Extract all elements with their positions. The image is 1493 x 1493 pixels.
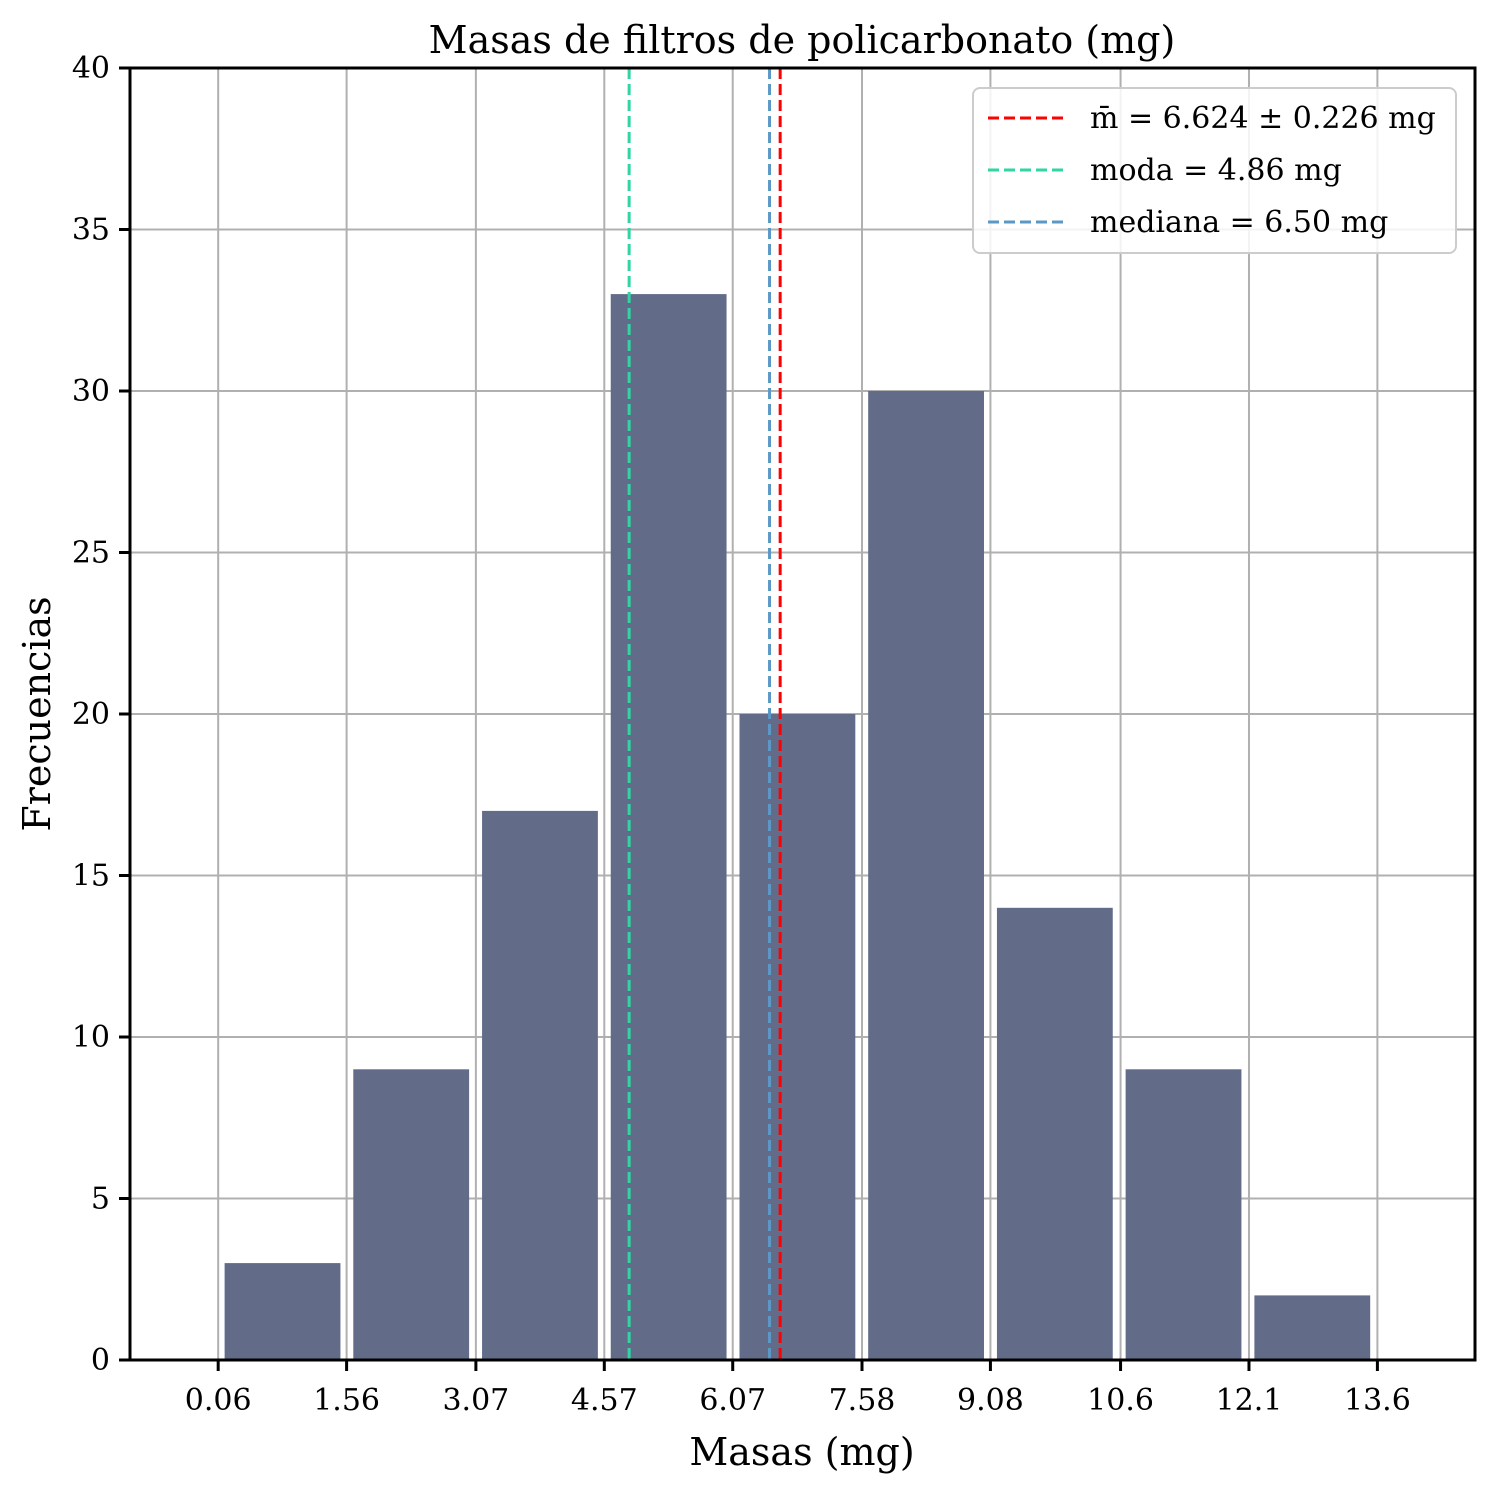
x-tick-label: 12.1	[1216, 1383, 1283, 1418]
legend: m̄ = 6.624 ± 0.226 mg moda = 4.86 mg media…	[972, 87, 1457, 254]
x-tick-label: 4.57	[571, 1383, 638, 1418]
histogram-bar	[996, 907, 1113, 1360]
bars	[224, 294, 1371, 1361]
x-tick-label: 6.07	[699, 1383, 766, 1418]
legend-label-median: mediana = 6.50 mg	[1090, 205, 1388, 240]
reference-lines	[627, 68, 782, 1360]
y-tick-label: 10	[72, 1020, 110, 1055]
y-tick-label: 30	[72, 374, 110, 409]
histogram-bar	[353, 1069, 470, 1360]
x-tick-label: 13.6	[1344, 1383, 1411, 1418]
histogram-bar	[868, 391, 984, 1360]
histogram-bar	[1125, 1069, 1242, 1360]
y-tick-label: 15	[72, 859, 110, 894]
legend-box	[972, 87, 1457, 254]
x-tick-label: 0.06	[185, 1383, 252, 1418]
x-tick-label: 3.07	[442, 1383, 509, 1418]
x-tick-label: 10.6	[1087, 1383, 1154, 1418]
histogram-bar	[1254, 1295, 1371, 1360]
legend-label-mean: m̄ = 6.624 ± 0.226 mg	[1090, 101, 1436, 136]
ticks: 0.06 1.56 3.07 4.57 6.07 7.58 9.08 10.6 12.1 13.6…	[72, 51, 1411, 1418]
y-tick-label: 20	[72, 697, 110, 732]
histogram-bar	[224, 1263, 341, 1360]
x-axis-label: Masas (mg)	[689, 1430, 914, 1474]
histogram-bar	[739, 714, 856, 1360]
y-tick-label: 40	[72, 51, 110, 86]
y-tick-label: 25	[72, 536, 110, 571]
histogram-bar	[482, 810, 598, 1360]
y-tick-label: 5	[91, 1182, 110, 1217]
y-tick-label: 35	[72, 213, 110, 248]
x-tick-label: 1.56	[313, 1383, 380, 1418]
x-tick-label: 9.08	[957, 1383, 1024, 1418]
legend-label-mode: moda = 4.86 mg	[1090, 153, 1342, 188]
chart-title: Masas de filtros de policarbonato (mg)	[429, 18, 1176, 62]
x-tick-label: 7.58	[829, 1383, 896, 1418]
y-tick-label: 0	[91, 1343, 110, 1378]
y-axis-label: Frecuencias	[15, 596, 59, 831]
